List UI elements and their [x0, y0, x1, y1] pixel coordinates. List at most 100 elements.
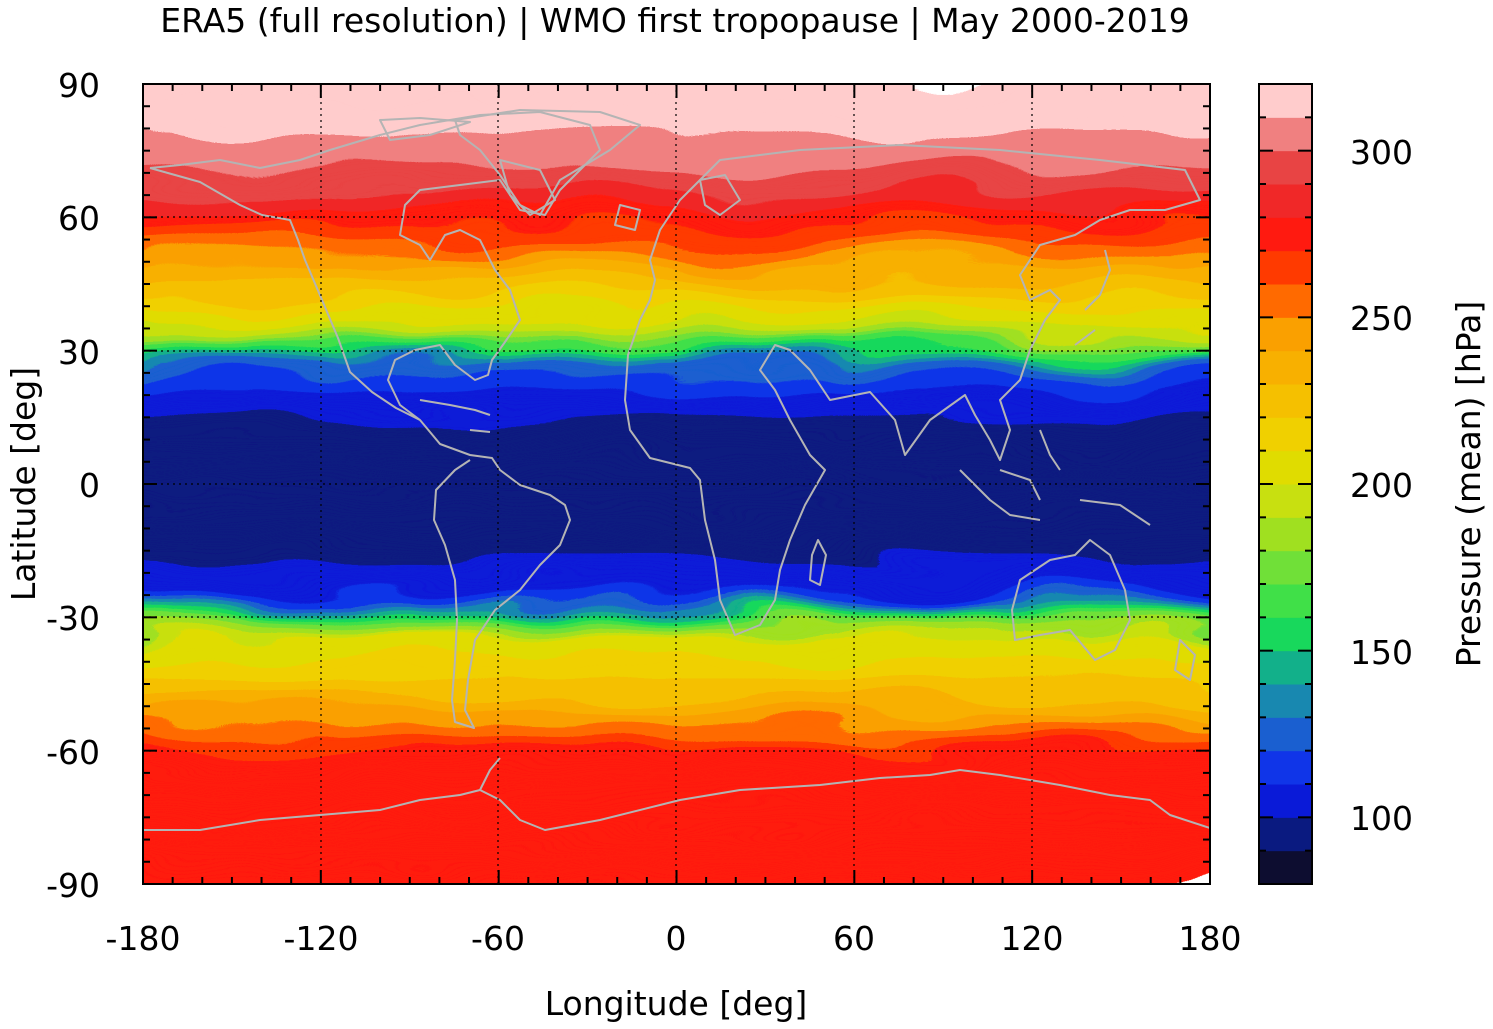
pressure-band	[143, 349, 1210, 353]
pressure-band	[143, 380, 1210, 384]
pressure-band	[143, 800, 1210, 804]
pressure-band	[143, 374, 1210, 377]
pressure-band	[143, 627, 1210, 631]
pressure-band	[143, 147, 1210, 151]
pressure-band	[143, 405, 1210, 408]
pressure-band	[143, 178, 1210, 182]
pressure-band	[143, 249, 1210, 253]
pressure-band	[143, 367, 1210, 371]
x-tick-label: 60	[833, 919, 875, 958]
pressure-band	[143, 860, 1210, 864]
colorbar-swatch	[1259, 250, 1312, 285]
pressure-band	[143, 514, 1210, 517]
colorbar-swatch	[1259, 550, 1312, 585]
y-tick-label: 90	[58, 66, 100, 105]
pressure-band	[143, 680, 1210, 684]
pressure-band	[143, 271, 1210, 275]
pressure-band	[143, 327, 1210, 331]
pressure-band	[143, 145, 1210, 148]
pressure-band	[143, 482, 1210, 486]
pressure-band	[143, 102, 1210, 106]
pressure-band	[143, 649, 1210, 653]
colorbar-tick-label: 100	[1350, 799, 1413, 838]
colorbar-swatch	[1259, 484, 1312, 518]
pressure-band	[143, 182, 1210, 186]
pressure-band	[143, 111, 1210, 115]
pressure-band	[143, 589, 1210, 593]
pressure-band	[143, 180, 1210, 184]
colorbar-swatch	[1259, 784, 1312, 818]
pressure-band	[143, 387, 1210, 391]
colorbar-label: Pressure (mean) [hPa]	[1449, 301, 1488, 668]
y-tick-label: -60	[46, 733, 100, 772]
x-tick-label: -180	[106, 919, 181, 958]
pressure-band	[143, 122, 1210, 126]
pressure-band	[143, 669, 1210, 673]
pressure-band	[143, 422, 1210, 426]
pressure-band	[143, 751, 1210, 755]
pressure-band	[143, 289, 1210, 293]
colorbar-swatch	[1259, 584, 1312, 618]
pressure-band	[143, 194, 1210, 197]
pressure-band	[143, 154, 1210, 157]
pressure-band	[143, 842, 1210, 846]
map-plot-area	[143, 84, 1210, 884]
pressure-band	[143, 127, 1210, 131]
pressure-band	[143, 176, 1210, 180]
pressure-band	[143, 247, 1210, 251]
pressure-band	[143, 854, 1210, 857]
pressure-band	[143, 620, 1210, 624]
pressure-band	[143, 660, 1210, 664]
pressure-band	[143, 758, 1210, 762]
colorbar-swatch	[1259, 350, 1312, 385]
pressure-band	[143, 469, 1210, 473]
pressure-band	[143, 211, 1210, 215]
pressure-band	[143, 331, 1210, 335]
pressure-band	[143, 540, 1210, 544]
pressure-band	[143, 391, 1210, 395]
pressure-band	[143, 776, 1210, 780]
pressure-band	[143, 471, 1210, 475]
pressure-band	[143, 811, 1210, 815]
pressure-band	[143, 345, 1210, 348]
pressure-band	[143, 151, 1210, 155]
pressure-band	[143, 694, 1210, 697]
pressure-band	[143, 685, 1210, 688]
pressure-band	[143, 189, 1210, 193]
x-axis-label: Longitude [deg]	[545, 984, 808, 1023]
pressure-band	[143, 674, 1210, 677]
pressure-band	[143, 171, 1210, 175]
pressure-band	[143, 838, 1210, 842]
pressure-band	[143, 238, 1210, 242]
pressure-band	[143, 309, 1210, 313]
pressure-band	[143, 511, 1210, 515]
pressure-band	[143, 447, 1210, 451]
pressure-band	[143, 740, 1210, 744]
pressure-band	[143, 607, 1210, 611]
y-axis-label: Latitude [deg]	[4, 367, 43, 601]
pressure-band	[143, 116, 1210, 120]
y-tick-label: 0	[79, 466, 100, 505]
pressure-band	[143, 536, 1210, 540]
pressure-band	[143, 487, 1210, 491]
pressure-band	[143, 260, 1210, 264]
pressure-band	[143, 718, 1210, 722]
pressure-band	[143, 722, 1210, 726]
colorbar-swatch	[1259, 417, 1312, 452]
pressure-band	[143, 120, 1210, 124]
pressure-band	[143, 745, 1210, 748]
pressure-band	[143, 451, 1210, 455]
pressure-band	[143, 282, 1210, 286]
pressure-band	[143, 658, 1210, 662]
pressure-band	[143, 302, 1210, 306]
pressure-band	[143, 427, 1210, 431]
pressure-band	[143, 771, 1210, 775]
coastlines	[143, 109, 1210, 831]
pressure-band	[143, 574, 1210, 577]
pressure-band	[143, 727, 1210, 731]
pressure-band	[143, 338, 1210, 342]
pressure-band	[143, 300, 1210, 304]
pressure-band	[143, 291, 1210, 295]
pressure-band	[143, 360, 1210, 364]
pressure-band	[143, 602, 1210, 606]
